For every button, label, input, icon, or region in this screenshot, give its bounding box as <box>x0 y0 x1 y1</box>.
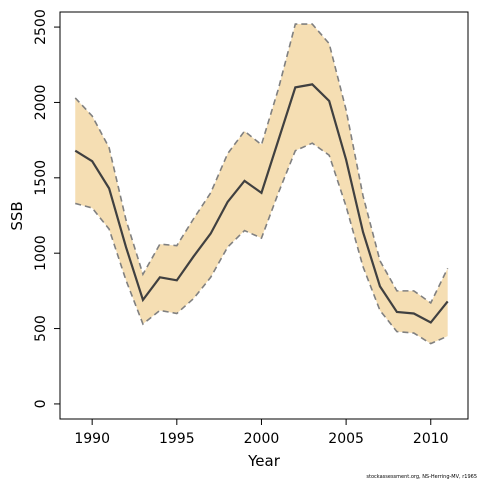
x-tick-label: 2000 <box>244 431 280 447</box>
ssb-estimate-line <box>74 83 449 324</box>
y-tick-label: 500 <box>33 315 49 342</box>
x-tick-label: 2005 <box>328 431 364 447</box>
confidence-band <box>75 24 448 344</box>
upper-bound-line <box>74 23 449 305</box>
lower-bound-line <box>75 142 449 345</box>
x-axis-label: Year <box>247 452 281 470</box>
x-tick-label: 2010 <box>413 431 449 447</box>
y-tick-label: 2500 <box>33 9 49 45</box>
caption: stockassessment.org, NS-Herring-MV, r196… <box>366 474 477 480</box>
y-tick-label: 0 <box>33 399 49 408</box>
x-tick-label: 1995 <box>159 431 195 447</box>
y-axis-label: SSB <box>8 201 26 230</box>
y-tick-label: 2000 <box>33 85 49 121</box>
y-tick-label: 1500 <box>33 160 49 196</box>
y-tick-label: 1000 <box>33 235 49 271</box>
x-tick-label: 1990 <box>74 431 110 447</box>
plot-frame <box>59 11 469 420</box>
